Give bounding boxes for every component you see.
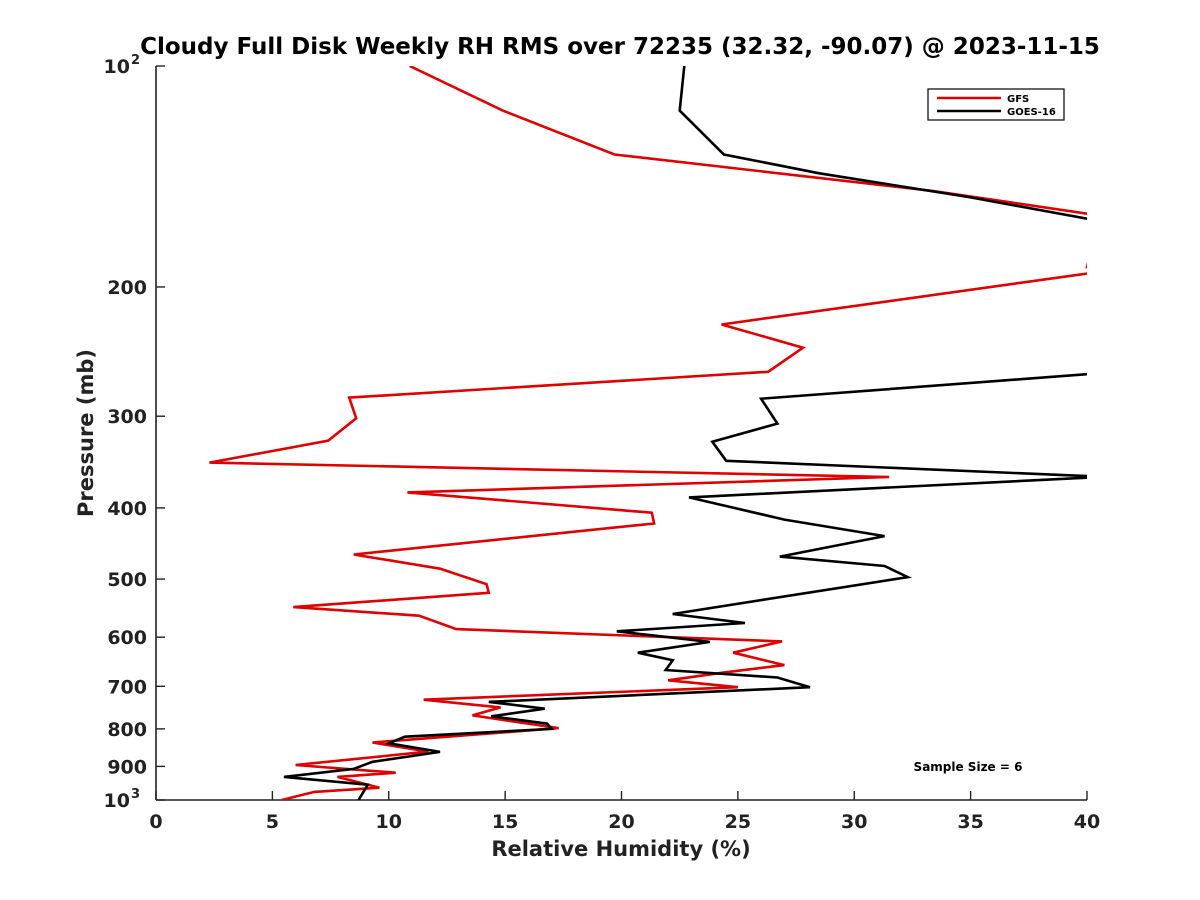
x-tick-label: 5 [266, 811, 279, 833]
chart-title: Cloudy Full Disk Weekly RH RMS over 7223… [140, 34, 1100, 60]
x-tick-label: 15 [492, 811, 518, 833]
y-tick-label: 600 [107, 627, 147, 649]
series-line-goes-16 [283, 66, 1087, 800]
y-tick-label: 900 [107, 756, 147, 778]
x-tick-label: 20 [608, 811, 634, 833]
ticks: 0 5 10 15 20 25 30 35 40 200 300 400 500 600 700 800 900… [104, 53, 1101, 833]
y-tick-label: 700 [107, 676, 147, 698]
series-line-gfs [209, 66, 1087, 800]
legend: GFS GOES-16 [927, 88, 1065, 121]
y-tick-label: 800 [107, 719, 147, 741]
y-tick-label: 300 [107, 406, 147, 428]
x-tick-label: 40 [1074, 811, 1100, 833]
legend-box [927, 88, 1065, 121]
y-tick-label: 500 [107, 569, 147, 591]
x-tick-label: 0 [149, 811, 162, 833]
y-limit-base: 10 [104, 790, 130, 812]
y-limit-base: 10 [104, 56, 130, 78]
axes [155, 66, 1087, 801]
sample-size-annotation: Sample Size = 6 [914, 760, 1023, 774]
x-axis-label: Relative Humidity (%) [491, 837, 750, 861]
x-tick-label: 35 [957, 811, 983, 833]
x-tick-label: 30 [841, 811, 867, 833]
y-limit-label: 10 3 [104, 787, 141, 812]
y-tick-label: 200 [107, 277, 147, 299]
x-tick-label: 25 [725, 811, 751, 833]
x-tick-label: 10 [376, 811, 402, 833]
series-layer [209, 66, 1087, 800]
y-limit-label: 10 2 [104, 53, 141, 78]
y-limit-exponent: 3 [131, 787, 140, 802]
legend-label-gfs: GFS [1007, 94, 1029, 105]
legend-label-goes-16: GOES-16 [1007, 107, 1056, 118]
y-limit-exponent: 2 [131, 53, 140, 68]
y-tick-label: 400 [107, 498, 147, 520]
y-axis-label: Pressure (mb) [74, 349, 98, 517]
